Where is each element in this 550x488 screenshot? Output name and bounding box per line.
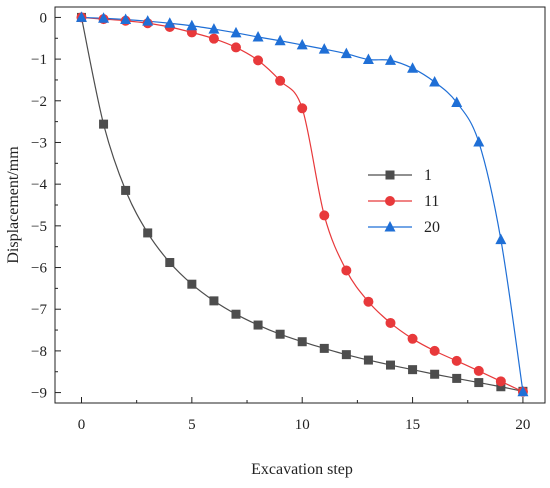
y-tick-label: −9 (31, 386, 47, 402)
x-tick-label: 0 (78, 417, 86, 433)
y-axis-title: Displacement/mm (5, 146, 22, 264)
data-point-series-11 (319, 210, 330, 221)
data-point-series-1 (253, 320, 263, 330)
data-point-series-11 (363, 296, 374, 307)
data-point-series-11 (451, 355, 462, 366)
data-point-series-1 (408, 365, 418, 375)
y-tick-label: −4 (31, 177, 47, 193)
series-line-1 (80, 17, 524, 392)
data-point-series-1 (165, 258, 175, 268)
x-tick-label: 15 (405, 417, 420, 433)
legend-marker-20 (384, 221, 396, 232)
data-point-series-20 (75, 11, 87, 22)
legend-label-1: 1 (424, 167, 432, 184)
data-point-series-1 (297, 337, 307, 347)
data-point-series-20 (340, 47, 352, 59)
data-point-series-20 (517, 385, 529, 397)
y-tick-label: −3 (31, 135, 47, 151)
data-point-series-1 (496, 382, 506, 392)
data-point-series-1 (385, 360, 395, 370)
data-point-series-1 (430, 369, 440, 379)
y-tick-label: 0 (40, 10, 48, 26)
data-point-series-20 (252, 31, 264, 42)
legend-marker-1 (385, 170, 395, 180)
data-point-series-20 (186, 19, 198, 31)
data-point-series-20 (296, 38, 308, 50)
data-point-series-20 (495, 233, 507, 245)
legend-label-20: 20 (424, 219, 440, 236)
data-point-series-20 (429, 76, 441, 87)
data-point-series-1 (452, 373, 462, 383)
data-point-series-11 (407, 333, 418, 344)
data-point-series-1 (275, 329, 285, 339)
y-tick-label: −5 (31, 219, 47, 235)
series-lines (80, 16, 524, 393)
data-point-series-20 (164, 17, 176, 28)
data-point-series-20 (208, 23, 220, 34)
x-tick-label: 20 (515, 417, 530, 433)
data-point-series-20 (384, 54, 396, 65)
data-point-series-1 (231, 309, 241, 319)
data-point-series-1 (474, 378, 484, 388)
data-point-series-1 (341, 350, 351, 360)
y-tick-label: −1 (31, 52, 47, 68)
x-tick-label: 10 (295, 417, 310, 433)
x-tick-label: 5 (188, 417, 196, 433)
data-point-series-11 (385, 317, 396, 328)
data-point-series-1 (363, 355, 373, 365)
data-point-series-11 (275, 75, 286, 86)
data-point-series-20 (98, 12, 110, 23)
data-point-series-11 (297, 103, 308, 114)
data-point-series-11 (429, 345, 440, 356)
x-axis-title: Excavation step (251, 461, 353, 478)
data-point-series-1 (209, 296, 219, 306)
y-tick-label: −7 (31, 302, 47, 318)
data-point-series-11 (341, 265, 352, 276)
data-point-series-20 (230, 26, 242, 38)
y-tick-label: −6 (31, 261, 47, 277)
data-point-series-11 (495, 376, 506, 387)
series-line-11 (81, 16, 524, 393)
data-point-series-20 (274, 34, 286, 46)
data-point-series-1 (319, 343, 329, 353)
data-point-series-20 (473, 136, 485, 147)
data-point-series-20 (142, 15, 154, 26)
data-point-series-1 (121, 185, 131, 195)
axes: 0 5 10 15 20 0 −1 −2 −3 −4 −5 −6 −7 −8 −9 (31, 6, 546, 433)
data-point-series-1 (187, 279, 197, 289)
y-tick-label: −8 (31, 344, 47, 360)
data-point-series-20 (318, 43, 330, 54)
data-point-series-11 (230, 42, 241, 53)
data-point-series-20 (120, 13, 132, 25)
data-point-series-1 (99, 119, 109, 129)
series-markers (75, 11, 529, 397)
legend-label-11: 11 (424, 193, 439, 210)
data-point-series-20 (407, 62, 419, 73)
legend-marker-11 (385, 196, 395, 206)
data-point-series-20 (451, 96, 463, 107)
y-tick-label: −2 (31, 94, 47, 110)
data-point-series-11 (208, 33, 219, 44)
data-point-series-11 (253, 55, 264, 66)
series-line-20 (81, 16, 524, 392)
data-point-series-1 (143, 228, 153, 238)
data-point-series-20 (362, 53, 374, 65)
data-point-series-11 (473, 365, 484, 376)
